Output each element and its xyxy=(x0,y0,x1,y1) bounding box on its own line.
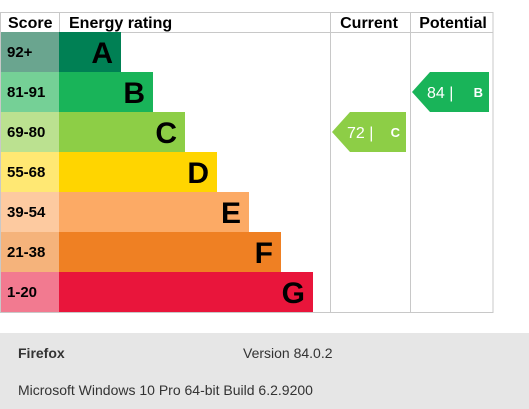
score-cell-f xyxy=(1,232,59,272)
score-cell-a xyxy=(1,32,59,72)
epc-chart: 92+ A81-91 B69-80 C55-68 D39-54 E21-38 F1-20 G … xyxy=(0,12,494,313)
rating-bar-a xyxy=(59,32,121,72)
rating-letter-a: A xyxy=(91,37,113,70)
rating-letter-d: D xyxy=(187,157,209,190)
rating-bands: 92+ A 81-91 B 69-80 C 55-68 D 39-54 E 21-38 F 1-20 G xyxy=(1,32,313,312)
rating-letter-b: B xyxy=(123,77,145,110)
rating-letter-f: F xyxy=(255,237,273,270)
browser-name: Firefox xyxy=(18,345,65,361)
current-rating-value: 72 | xyxy=(347,125,373,142)
score-cell-g xyxy=(1,272,59,312)
score-range-f: 21-38 xyxy=(7,244,45,261)
rating-arrows: 72 | C 84 | B xyxy=(332,72,489,152)
browser-info-panel: Firefox Version 84.0.2 Microsoft Windows… xyxy=(0,333,529,409)
rating-letter-e: E xyxy=(221,197,241,230)
score-range-d: 55-68 xyxy=(7,164,45,181)
score-range-a: 92+ xyxy=(7,44,33,61)
score-range-g: 1-20 xyxy=(7,284,37,301)
rating-letter-c: C xyxy=(155,117,177,150)
rating-bar-d xyxy=(59,152,217,192)
potential-rating-value: 84 | xyxy=(427,85,453,102)
score-cell-b xyxy=(1,72,59,112)
energy-rating-header: Energy rating xyxy=(69,15,172,32)
rating-bar-f xyxy=(59,232,281,272)
rating-bar-g xyxy=(59,272,313,312)
score-header: Score xyxy=(8,15,53,32)
score-range-e: 39-54 xyxy=(7,204,46,221)
score-range-c: 69-80 xyxy=(7,124,45,141)
current-header: Current xyxy=(340,15,398,32)
rating-bar-c xyxy=(59,112,185,152)
rating-letter-g: G xyxy=(282,277,305,310)
potential-rating-letter: B xyxy=(474,85,483,100)
rating-bar-b xyxy=(59,72,153,112)
potential-rating-arrow xyxy=(412,72,489,112)
score-range-b: 81-91 xyxy=(7,84,45,101)
current-rating-letter: C xyxy=(391,125,401,140)
current-rating-arrow xyxy=(332,112,406,152)
os-info: Microsoft Windows 10 Pro 64-bit Build 6.… xyxy=(18,382,313,398)
score-cell-e xyxy=(1,192,59,232)
score-cell-d xyxy=(1,152,59,192)
potential-header: Potential xyxy=(419,15,487,32)
rating-bar-e xyxy=(59,192,249,232)
browser-version: Version 84.0.2 xyxy=(243,345,333,361)
score-cell-c xyxy=(1,112,59,152)
grid-frame xyxy=(0,12,494,313)
